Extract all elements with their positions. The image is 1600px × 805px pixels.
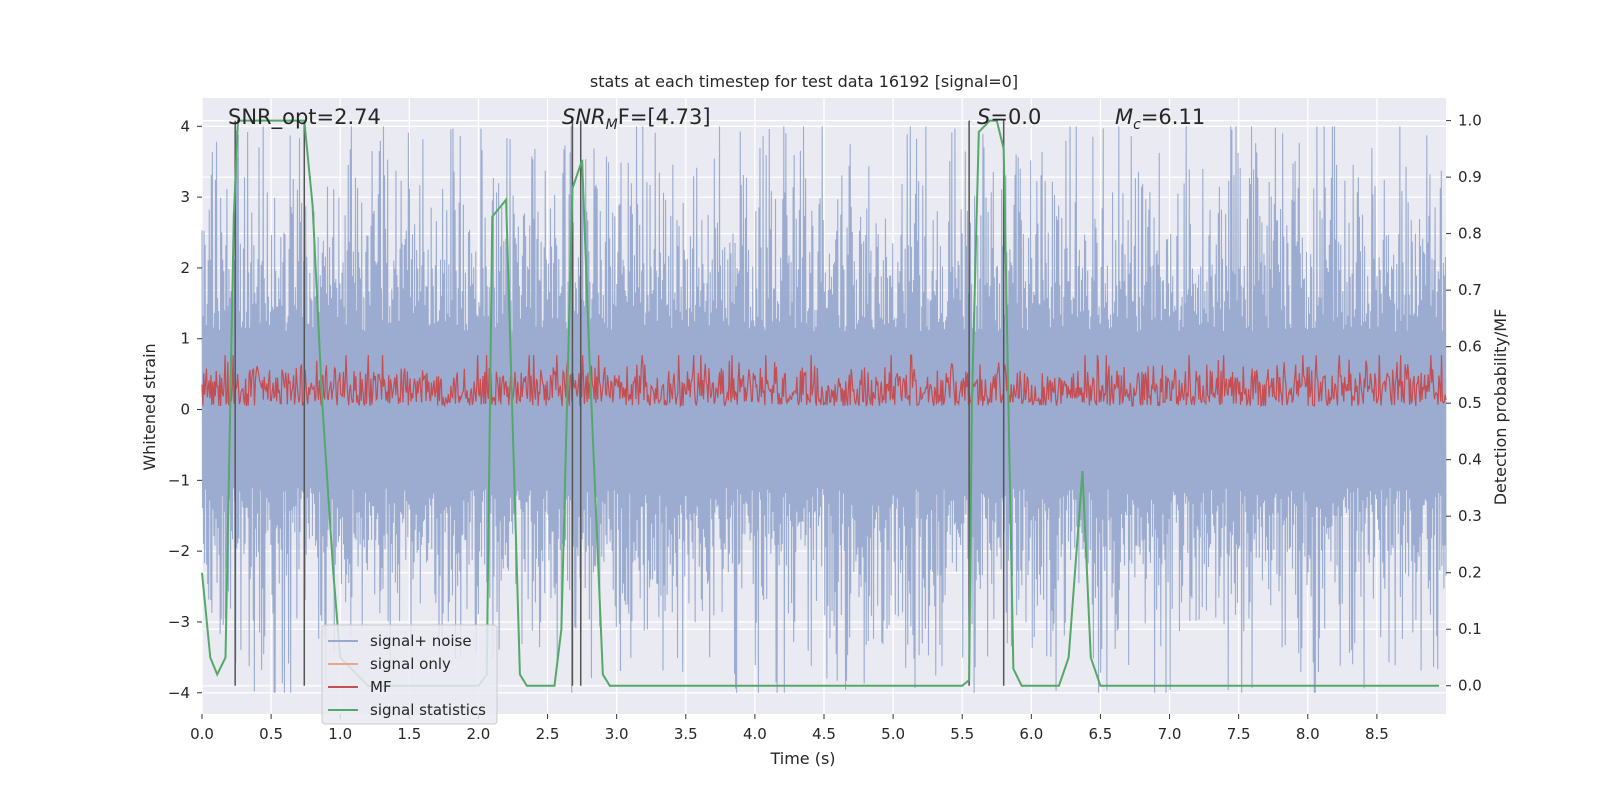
y-axis-label: Whitened strain <box>140 343 159 470</box>
legend-label-mf: MF <box>370 678 392 696</box>
annotation-s-main: S <box>977 105 990 129</box>
legend-label-signal-noise: signal+ noise <box>370 632 472 650</box>
x-tick-label: 4.5 <box>812 725 836 743</box>
y-right-tick-label: 0.7 <box>1458 281 1482 299</box>
y-tick-label: 1 <box>180 330 190 348</box>
x-tick-label: 3.0 <box>605 725 629 743</box>
annotation-s: S=0.0 <box>977 105 1041 129</box>
signal-statistics-line <box>201 119 1440 687</box>
x-tick-label: 2.5 <box>536 725 560 743</box>
x-tick-label: 6.0 <box>1019 725 1043 743</box>
y-tick-label: −1 <box>168 471 190 489</box>
y-right-tick-label: 0.1 <box>1458 620 1482 638</box>
annotation-snr-mf-sub: M <box>606 117 618 133</box>
x-tick-label: 5.5 <box>950 725 974 743</box>
legend-label-signal-only: signal only <box>370 655 451 673</box>
annotation-snr-mf-main: SNR <box>562 105 606 129</box>
x-axis-label: Time (s) <box>769 749 835 768</box>
x-tick-label: 0.0 <box>190 725 214 743</box>
mf-series <box>201 354 1447 408</box>
y-tick-label: 0 <box>180 401 190 419</box>
y-tick-label: −4 <box>168 684 190 702</box>
x-tick-label: 4.0 <box>743 725 767 743</box>
x-tick-label: 6.5 <box>1089 725 1113 743</box>
signal-noise-series <box>201 126 1447 693</box>
annotation-mc-main: M <box>1115 105 1133 129</box>
y-tick-label: −3 <box>168 613 190 631</box>
x-tick-label: 3.5 <box>674 725 698 743</box>
signal-noise-line <box>201 126 1447 693</box>
y-tick-label: 2 <box>180 259 190 277</box>
y-right-tick-label: 1.0 <box>1458 112 1482 130</box>
y-right-tick-label: 0.5 <box>1458 394 1482 412</box>
annotation-mc-sub: c <box>1133 117 1141 133</box>
x-tick-label: 0.5 <box>259 725 283 743</box>
y-tick-label: −2 <box>168 542 190 560</box>
legend-label-signal-statistics: signal statistics <box>370 701 486 719</box>
y-tick-label: 4 <box>180 117 190 135</box>
x-tick-label: 8.5 <box>1365 725 1389 743</box>
x-tick-label: 1.0 <box>328 725 352 743</box>
y-right-tick-label: 0.2 <box>1458 564 1482 582</box>
legend-box <box>321 624 498 725</box>
mf-line <box>201 354 1447 408</box>
x-tick-label: 2.0 <box>467 725 491 743</box>
annotation-mc: Mc=6.11 <box>1115 105 1205 133</box>
x-tick-label: 7.5 <box>1227 725 1251 743</box>
y-axis-right-label: Detection probability/MF <box>1491 309 1510 506</box>
annotation-mc-rest: =6.11 <box>1141 105 1205 129</box>
x-tick-label: 8.0 <box>1296 725 1320 743</box>
y-right-tick-label: 0.8 <box>1458 225 1482 243</box>
chart-title: stats at each timestep for test data 161… <box>590 72 1018 91</box>
y-right-tick-label: 0.4 <box>1458 451 1482 469</box>
y-right-tick-label: 0.6 <box>1458 338 1482 356</box>
signal-statistics-series <box>201 119 1440 687</box>
legend: signal+ noise signal only MF signal stat… <box>321 624 498 725</box>
x-tick-label: 1.5 <box>397 725 421 743</box>
annotation-snr-mf-rest: F=[4.73] <box>618 105 711 129</box>
axes: 0.0 0.5 1.0 1.5 2.0 2.5 3.0 3.5 4.0 4.5 5.0 5.5 6.0 6… <box>168 112 1482 743</box>
y-right-tick-label: 0.0 <box>1458 677 1482 695</box>
annotation-s-rest: =0.0 <box>990 105 1041 129</box>
x-tick-label: 5.0 <box>881 725 905 743</box>
y-tick-label: 3 <box>180 188 190 206</box>
y-right-tick-label: 0.3 <box>1458 507 1482 525</box>
x-tick-label: 7.0 <box>1158 725 1182 743</box>
y-right-tick-label: 0.9 <box>1458 168 1482 186</box>
annotation-snr-mf: SNRMF=[4.73] <box>562 105 711 133</box>
annotation-snr-opt: SNR_opt=2.74 <box>228 105 381 130</box>
